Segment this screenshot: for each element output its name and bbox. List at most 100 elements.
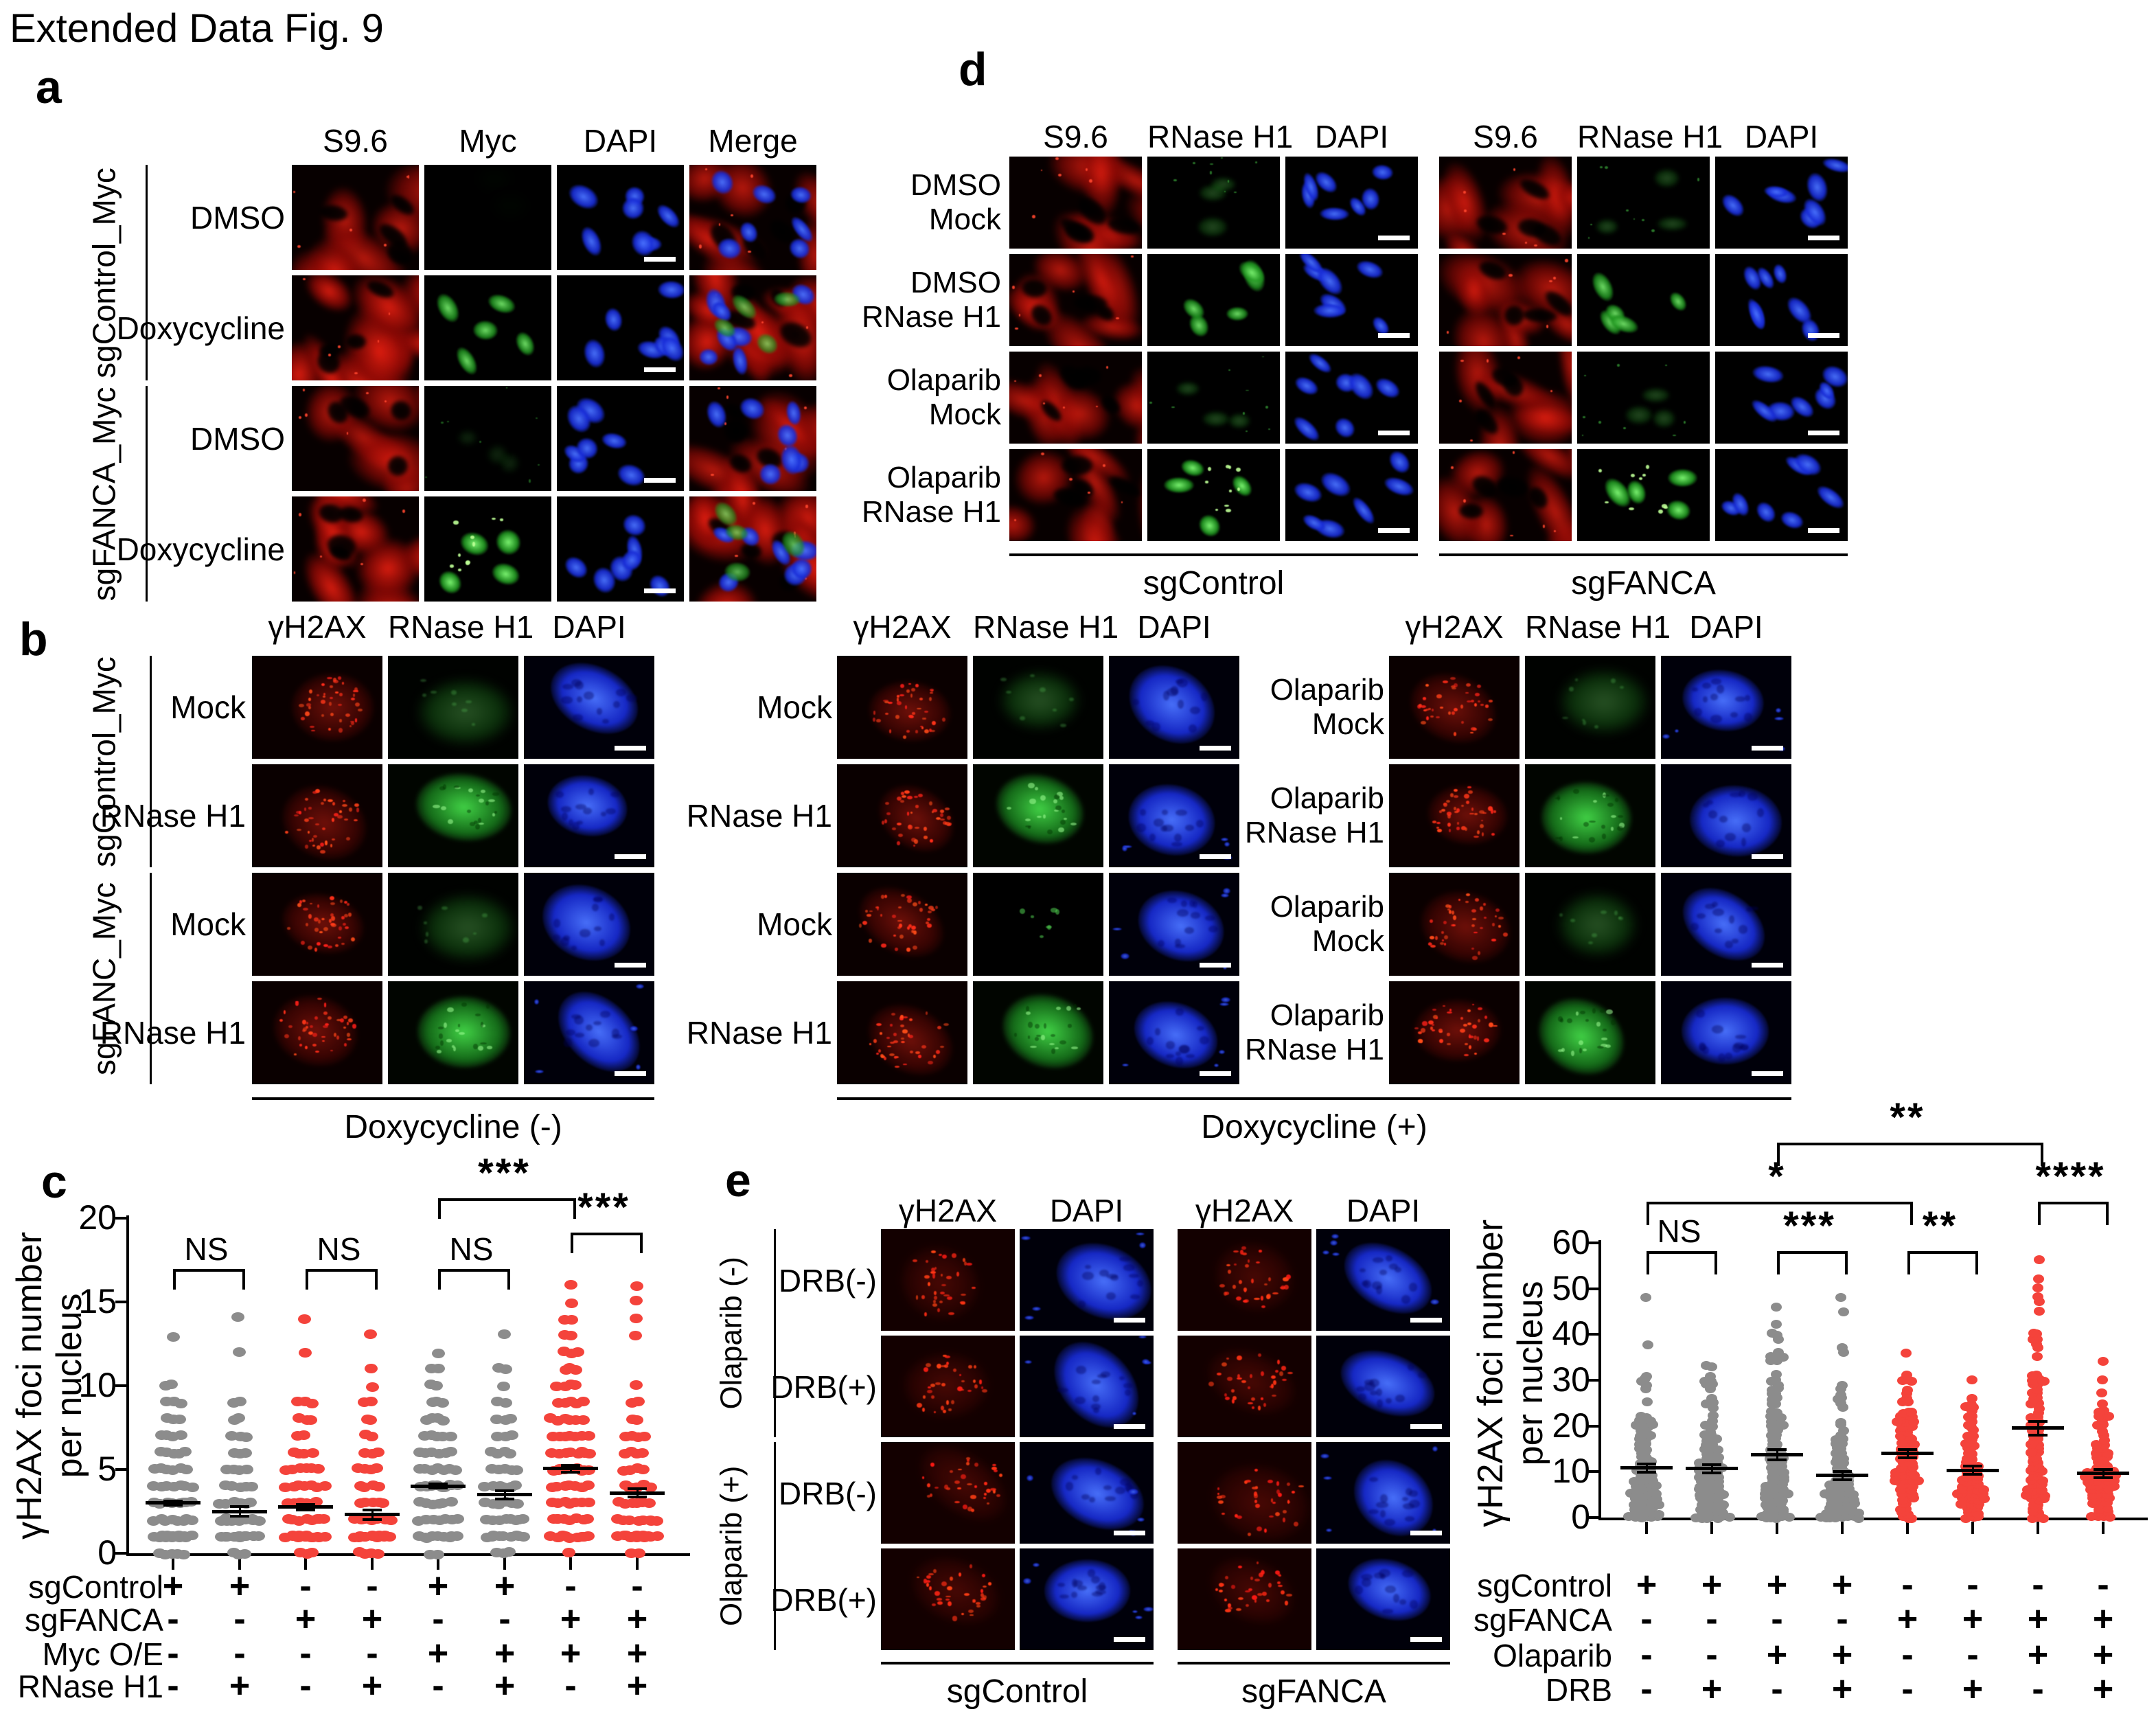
blob: [1194, 510, 1225, 541]
panel-c-chart-data-point: [564, 1279, 578, 1290]
blob: [1502, 933, 1509, 937]
blob: [1246, 1603, 1250, 1608]
blob: [339, 719, 342, 722]
blob: [1553, 529, 1557, 533]
panel-c-chart-data-point: [159, 1397, 173, 1407]
blob: [893, 934, 896, 937]
panel-c-chart-data-point: [509, 1480, 523, 1491]
blob: [1430, 1299, 1440, 1305]
blob: [1103, 1485, 1112, 1491]
blob: [966, 1263, 972, 1266]
blob: [1349, 494, 1379, 527]
blob: [1479, 823, 1484, 829]
blob: [1226, 306, 1249, 321]
panel-c-chart-condition-label: Myc O/E: [42, 1636, 163, 1672]
blob: [485, 1004, 490, 1009]
blob: [1483, 902, 1486, 906]
blob: [1233, 1397, 1237, 1399]
panel-c-chart-sem-line: [437, 1484, 439, 1489]
blob: [946, 1361, 950, 1365]
blob: [1143, 1606, 1154, 1612]
blob: [1382, 1609, 1394, 1614]
blob: [328, 702, 332, 706]
blob: [1422, 1021, 1427, 1026]
blob: [940, 1291, 945, 1294]
blob: [1449, 792, 1454, 797]
blob: [1135, 1616, 1143, 1619]
blob: [887, 701, 893, 704]
blob: [1205, 480, 1208, 484]
panel-c-chart-data-point: [637, 1432, 651, 1442]
panel-e-micrograph: [1316, 1548, 1450, 1650]
panel-b-micrograph: [973, 981, 1103, 1084]
blob: [352, 1024, 356, 1029]
blob: [1447, 908, 1451, 911]
panel-d-micrograph: [1147, 449, 1280, 541]
panel-b-micrograph: [1661, 873, 1791, 976]
panel-a-micrograph: [424, 165, 551, 270]
blob: [897, 926, 902, 930]
blob: [1053, 709, 1057, 711]
panel-e-micrograph: [1316, 1442, 1450, 1544]
blob: [1130, 1491, 1138, 1500]
panel-d-micrograph: [1439, 254, 1572, 346]
blob: [1539, 780, 1633, 856]
blob: [1120, 1478, 1131, 1486]
panel-e-chart-data-point: [1653, 1509, 1665, 1519]
panel-a-group-line: [146, 165, 148, 380]
blob: [593, 926, 601, 932]
blob: [1277, 1492, 1282, 1498]
panel-b-row-label-line: Olaparib: [1270, 890, 1384, 924]
blob: [1282, 1518, 1286, 1523]
blob: [1096, 1584, 1106, 1591]
panel-c-chart-condition-label: sgFANCA: [25, 1602, 163, 1638]
blob: [1395, 1394, 1405, 1402]
blob: [1192, 161, 1195, 165]
panel-b-group-label: sgFANC_Myc: [86, 882, 122, 1075]
blob: [1651, 229, 1655, 233]
blob: [344, 819, 349, 821]
panel-b-micrograph: [1525, 981, 1655, 1084]
panel-c-chart-data-point: [279, 1483, 293, 1492]
blob: [1184, 825, 1194, 831]
blob: [1208, 1381, 1214, 1386]
panel-c-chart-condition-symbol: +: [494, 1666, 516, 1706]
panel-c-chart-data-point: [413, 1448, 427, 1458]
panel-c-chart-data-point: [492, 1363, 506, 1373]
blob: [1739, 1043, 1749, 1051]
blob: [1224, 842, 1230, 847]
blob: [346, 836, 351, 841]
blob: [750, 174, 753, 179]
blob: [1103, 464, 1106, 467]
blob: [1436, 827, 1439, 829]
blob: [916, 1403, 923, 1408]
panel-c-chart-data-point: [444, 1432, 458, 1442]
blob: [437, 1027, 444, 1030]
panel-c-chart-data-point: [227, 1448, 241, 1458]
panel-a-micrograph: [689, 275, 816, 380]
scale-bar: [1200, 854, 1231, 859]
blob: [1253, 1491, 1257, 1496]
blob: [1242, 1299, 1248, 1303]
blob: [1044, 1023, 1047, 1029]
panel-c-chart-x-axis: [126, 1553, 690, 1556]
blob: [1402, 1496, 1408, 1502]
blob: [1027, 782, 1035, 788]
blob: [346, 1038, 352, 1041]
blob: [470, 822, 476, 826]
blob: [1664, 497, 1693, 523]
panel-c-chart-data-point: [450, 1513, 464, 1524]
blob: [330, 697, 334, 700]
blob: [312, 1043, 317, 1047]
panel-e-chart-data-point: [1770, 1320, 1782, 1329]
blob: [957, 1468, 963, 1471]
panel-c-chart-col-tick: [238, 1557, 241, 1570]
blob: [922, 718, 925, 720]
blob: [906, 947, 910, 952]
blob: [1493, 810, 1497, 814]
blob: [1559, 669, 1649, 735]
panel-c-chart-data-point: [424, 1549, 437, 1559]
blob: [611, 1034, 623, 1040]
blob: [1221, 1362, 1227, 1367]
blob: [929, 1586, 932, 1591]
